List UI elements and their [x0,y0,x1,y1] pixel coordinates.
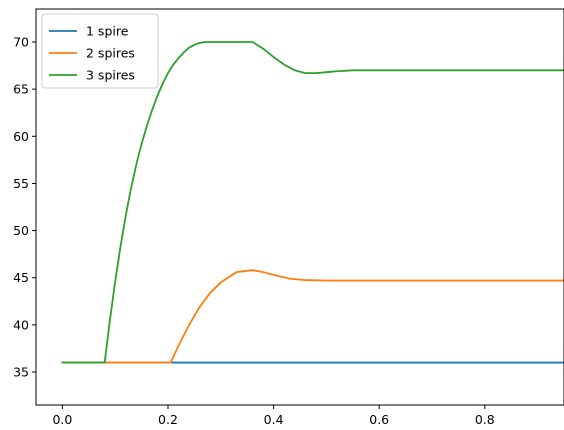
legend-box [41,13,159,89]
y-tick-label: 40 [13,317,29,332]
y-tick-label: 45 [13,270,29,285]
series-lines [61,41,564,364]
series-line-3 [61,41,564,364]
x-tick-label: 0.6 [369,412,389,427]
legend: 1 spire 2 spires 3 spires [41,13,159,89]
y-tick-label: 55 [13,176,29,191]
plot-area-frame [35,8,564,406]
y-tick-label: 35 [13,365,29,380]
y-tick-label: 65 [13,82,29,97]
x-tick-label: 0.0 [52,412,72,427]
x-axis: 0.0 0.2 0.4 0.6 0.8 [52,405,495,427]
legend-label: 2 spires [86,46,135,61]
x-tick-label: 0.2 [158,412,178,427]
y-tick-label: 60 [13,129,29,144]
legend-label: 1 spire [86,24,129,39]
y-axis: 35 40 45 50 55 60 65 70 [13,35,36,380]
y-tick-label: 70 [13,35,29,50]
x-tick-label: 0.8 [475,412,495,427]
y-tick-label: 50 [13,223,29,238]
x-tick-label: 0.4 [264,412,284,427]
legend-label: 3 spires [86,68,135,83]
series-line-2 [61,269,564,364]
